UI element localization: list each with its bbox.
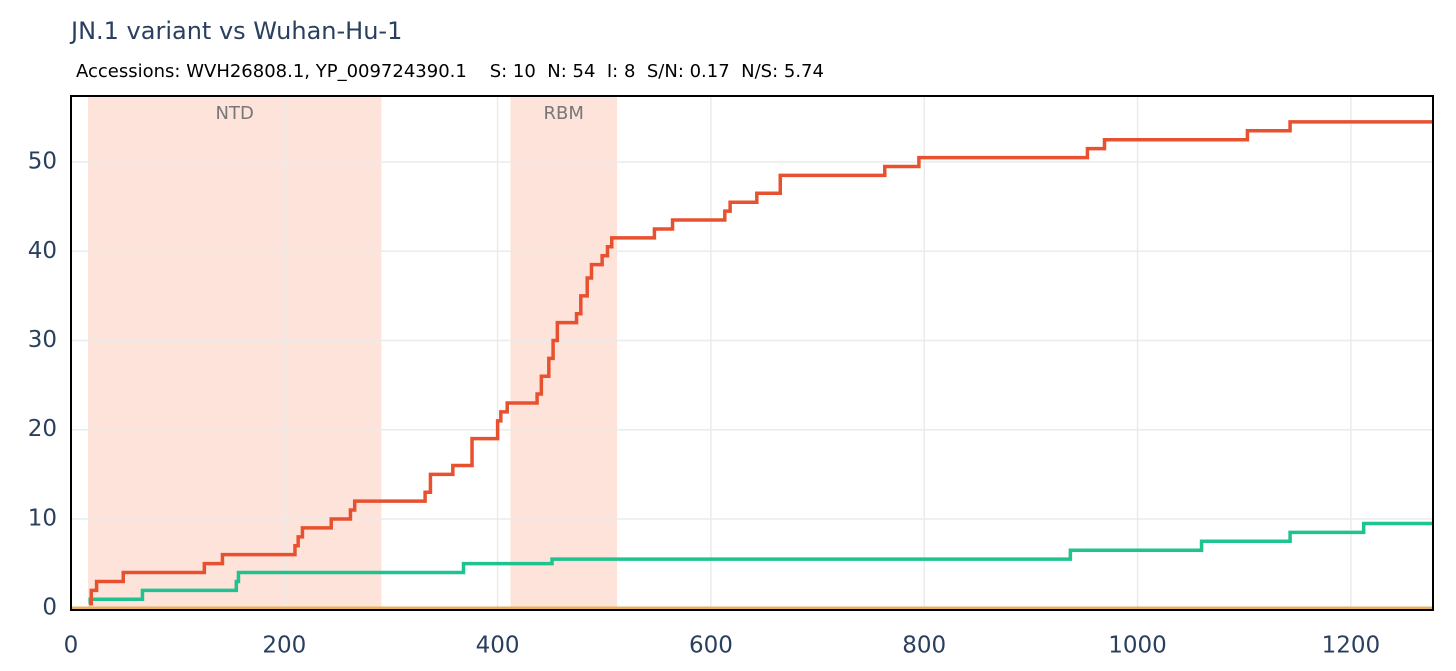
x-tick-label: 800 — [902, 633, 946, 659]
plot-frame — [70, 95, 1434, 611]
y-tick-label: 50 — [28, 149, 57, 175]
y-tick-label: 20 — [28, 416, 57, 442]
region — [510, 96, 618, 610]
x-tick-label: 400 — [476, 633, 520, 659]
x-tick-label: 1000 — [1108, 633, 1167, 659]
chart-subtitle: Accessions: WVH26808.1, YP_009724390.1 S… — [76, 61, 824, 82]
y-tick-label: 0 — [42, 595, 57, 621]
x-tick-label: 600 — [689, 633, 733, 659]
chart-title: JN.1 variant vs Wuhan-Hu-1 — [69, 17, 402, 45]
series-line — [89, 120, 1433, 606]
region — [88, 96, 382, 610]
x-tick-label: 200 — [262, 633, 306, 659]
y-tick-label: 30 — [28, 327, 57, 353]
series-line — [88, 521, 1433, 606]
region-label: NTD — [216, 103, 254, 124]
y-tick-label: 40 — [28, 238, 57, 264]
region-label: RBM — [544, 103, 584, 124]
x-tick-label: 1200 — [1322, 633, 1381, 659]
y-tick-label: 10 — [28, 505, 57, 531]
x-tick-label: 0 — [64, 633, 79, 659]
